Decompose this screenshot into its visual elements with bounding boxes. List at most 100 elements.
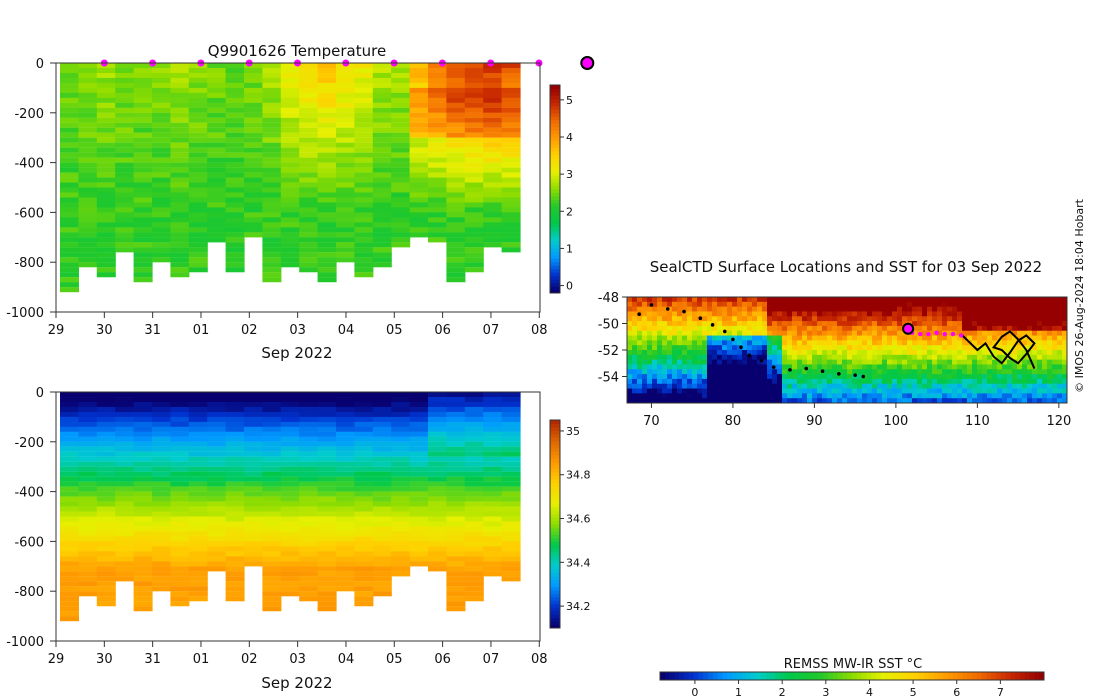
temperature-cell	[354, 122, 374, 128]
salinity-cell	[317, 521, 337, 527]
temperature-cell	[428, 237, 447, 243]
salinity-cell	[115, 556, 135, 562]
sst-cell	[812, 345, 818, 351]
colorbar-swatch	[550, 617, 560, 622]
sst-cell	[932, 383, 938, 390]
sst-cell	[997, 393, 1003, 399]
salinity-cell	[152, 431, 171, 437]
sst-cell	[947, 301, 953, 308]
temperature-cell	[317, 77, 337, 84]
colorbar-frame	[549, 419, 561, 629]
sst-cell	[917, 378, 923, 385]
sst-cell	[942, 364, 948, 370]
sst-cell	[1007, 335, 1013, 341]
sst-cell	[827, 321, 833, 327]
sst-cell	[1052, 301, 1058, 308]
salinity-cell	[225, 396, 245, 403]
sst-cell	[787, 393, 793, 399]
sst-cell	[982, 297, 988, 303]
salinity-cell	[299, 431, 319, 437]
sst-cell	[1032, 369, 1038, 375]
temperature-cell	[133, 267, 153, 273]
temperature-cell	[501, 202, 521, 208]
salinity-cell	[152, 392, 171, 398]
sst-cell	[807, 383, 813, 390]
sst-cell	[867, 325, 873, 332]
sst-cell	[1042, 350, 1048, 356]
temperature-cell	[188, 157, 208, 163]
sst-cell	[907, 306, 913, 313]
sst-cell	[777, 378, 783, 385]
sst-cell	[1002, 388, 1008, 394]
salinity-cell	[225, 431, 245, 437]
colorbar-swatch	[550, 430, 560, 435]
sst-cell	[667, 335, 673, 341]
salinity-cell	[188, 571, 208, 577]
sst-cell	[657, 306, 663, 313]
sst-cell	[782, 330, 788, 337]
temperature-cell	[115, 147, 135, 153]
track-point	[739, 345, 743, 350]
sst-cell	[937, 311, 943, 317]
sst-cell	[627, 350, 633, 356]
sst-cell	[887, 297, 893, 303]
salinity-cell	[133, 396, 153, 403]
temperature-cell	[78, 202, 98, 208]
salinity-cell	[280, 396, 300, 403]
temperature-cell	[262, 137, 282, 143]
temperature-cell	[60, 282, 79, 288]
salinity-cell	[207, 466, 227, 472]
salinity-cell	[317, 531, 337, 537]
temperature-cell	[354, 197, 374, 203]
sst-cell	[877, 340, 883, 346]
sst-cell	[822, 383, 828, 390]
salinity-cell	[170, 401, 190, 408]
sst-colorbar-swatch	[746, 672, 752, 680]
salinity-cell	[446, 426, 466, 432]
temperature-cell	[299, 267, 319, 273]
sst-cell	[872, 350, 878, 356]
sst-colorbar-swatch	[933, 672, 939, 680]
salinity-cell	[115, 541, 135, 547]
sst-cell	[937, 398, 943, 403]
salinity-cell	[207, 392, 227, 398]
temperature-cell	[317, 167, 337, 173]
sst-cell	[1047, 398, 1053, 403]
sst-cell	[687, 316, 693, 322]
temperature-cell	[170, 212, 190, 218]
sst-cell	[867, 359, 873, 366]
salinity-cell	[225, 531, 245, 537]
salinity-cell	[96, 491, 116, 497]
sst-cell	[977, 335, 983, 341]
temperature-cell	[115, 182, 135, 188]
sst-cell	[912, 378, 918, 385]
sst-colorbar-swatch	[794, 672, 800, 680]
temperature-cell	[78, 262, 98, 268]
sst-cell	[727, 316, 733, 322]
sst-colorbar-swatch	[818, 672, 824, 680]
sst-cell	[872, 316, 878, 322]
sst-cell	[772, 335, 778, 341]
sst-colorbar-swatch	[669, 672, 675, 680]
temperature-cell	[152, 187, 171, 193]
temperature-cell	[372, 117, 392, 123]
sst-cell	[822, 345, 828, 351]
sst-cell	[1017, 388, 1023, 394]
salinity-cell	[317, 431, 337, 437]
sst-cell	[907, 393, 913, 399]
sst-cell	[742, 378, 748, 385]
temperature-cell	[317, 97, 337, 103]
sst-cell	[832, 350, 838, 356]
sst-cell	[792, 316, 798, 322]
temperature-cell	[133, 122, 153, 128]
sst-cell	[907, 340, 913, 346]
sst-cell	[742, 316, 748, 322]
sst-cell	[992, 306, 998, 313]
sst-cell	[902, 374, 908, 380]
temperature-cell	[280, 82, 300, 89]
temperature-cell	[188, 237, 208, 243]
sst-cell	[962, 398, 968, 403]
salinity-cell	[170, 481, 190, 487]
sst-cell	[907, 350, 913, 356]
sst-colorbar-swatch	[765, 672, 771, 680]
